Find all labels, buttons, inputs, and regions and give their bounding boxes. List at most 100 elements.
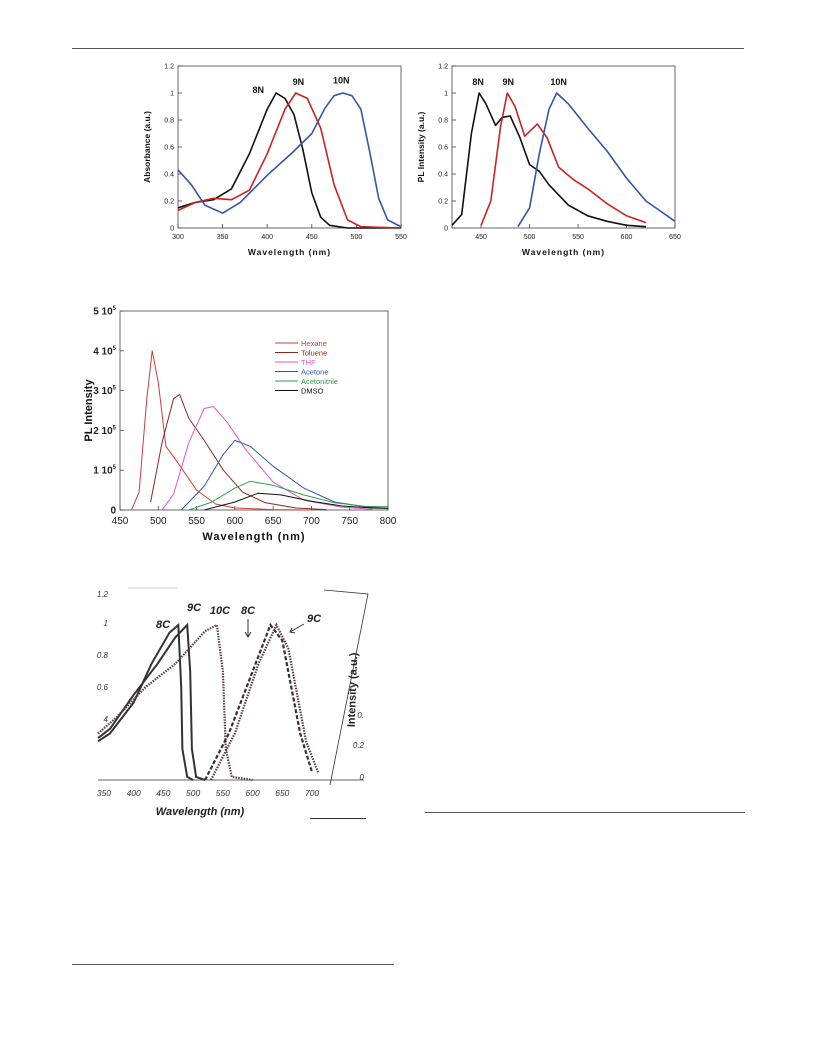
cropped-right-ytick-label: 0.2 [353, 741, 365, 750]
cropped-xtick-label: 650 [275, 788, 289, 798]
absorbance-xtick-label: 550 [395, 234, 407, 241]
pl-solvents-ytick-label: 5 105 [93, 306, 116, 318]
cropped-xtick-label: 700 [305, 788, 319, 798]
absorbance-plot-frame [178, 66, 401, 228]
pl-intensity-ytick-label: 1 [444, 90, 448, 97]
legend-label-thf: THF [301, 358, 316, 367]
pl-solvents-plot-frame [120, 311, 388, 510]
pl-intensity-xtick-label: 600 [621, 234, 633, 241]
pl-intensity-x-axis-label: Wavelength (nm) [522, 247, 605, 257]
legend-label-toluene: Toluene [301, 349, 327, 358]
pl-intensity-plot-frame [452, 66, 675, 228]
absorbance-annotation: 9N [293, 77, 305, 87]
pl-intensity-annotation: 9N [502, 77, 514, 87]
absorbance-xtick-label: 450 [306, 234, 318, 241]
cropped-ytick-label: 1.2 [97, 590, 109, 599]
arrow-8c [245, 619, 251, 637]
pl-intensity-annotation: 10N [550, 77, 567, 87]
pl-intensity-xtick-label: 500 [524, 234, 536, 241]
pl-intensity-ytick-label: 0.6 [438, 144, 448, 151]
absorbance-series-10n [178, 93, 401, 227]
absorbance-ytick-label: 0.6 [164, 144, 174, 151]
pl-intensity-series-10n [518, 93, 675, 227]
cropped-ytick-label: 4 [104, 715, 109, 724]
pl-solvents-chart: 450 500 550 600 650 700 750 800 0 1 105 2 105 3 105… [83, 306, 397, 543]
absorbance-xtick-label: 300 [172, 234, 184, 241]
cropped-xtick-label: 400 [127, 788, 141, 798]
pl-intensity-xtick-label: 550 [572, 234, 584, 241]
cropped-annotation: 8C [156, 619, 171, 631]
cropped-annotation: 10C [210, 605, 231, 617]
pl-solvents-xtick-label: 650 [265, 516, 282, 527]
cropped-series-8c-em [205, 625, 312, 780]
legend-label-hexane: Hexane [301, 339, 327, 348]
pl-intensity-annotation: 8N [472, 77, 484, 87]
pl-intensity-ytick-label: 0.2 [438, 198, 448, 205]
absorbance-ytick-label: 1 [170, 90, 174, 97]
cropped-x-axis-label: Wavelength (nm) [156, 806, 245, 818]
cropped-ytick-label: 1 [104, 619, 108, 628]
pl-solvents-ytick-label: 0 [110, 506, 116, 517]
absorbance-ytick-label: 0.2 [164, 198, 174, 205]
pl-intensity-ytick-label: 0.4 [438, 171, 448, 178]
pl-intensity-chart: 450 500 550 600 650 0 0.2 0.4 0.6 0.8 1 1.2 Waveleng… [416, 63, 681, 257]
cropped-ytick-label: 0.6 [97, 683, 109, 692]
legend-label-acetone: Acetone [301, 368, 329, 377]
cropped-xtick-label: 450 [156, 788, 170, 798]
pl-intensity-y-axis-label: PL Intensity (a.u.) [416, 111, 426, 182]
cropped-series-10c [98, 625, 253, 780]
cropped-annotation: 9C [187, 602, 202, 614]
cropped-right-ytick-label: 0 [360, 773, 365, 782]
absorbance-ytick-label: 0.4 [164, 171, 174, 178]
pl-intensity-xtick-label: 650 [669, 234, 681, 241]
legend-label-dmso: DMSO [301, 387, 324, 396]
pl-solvents-xtick-label: 500 [150, 516, 167, 527]
absorbance-xtick-label: 400 [261, 234, 273, 241]
cropped-xtick-label: 550 [216, 788, 230, 798]
pl-intensity-series-9n [481, 93, 646, 225]
pl-solvents-ytick-label: 2 105 [93, 425, 116, 437]
pl-solvents-xtick-label: 800 [380, 516, 397, 527]
cropped-xtick-label: 500 [186, 788, 200, 798]
cropped-xtick-label: 350 [97, 788, 111, 798]
cropped-annotation: 8C [241, 605, 256, 617]
cropped-series-8c [98, 625, 193, 780]
pl-solvents-xtick-label: 450 [112, 516, 129, 527]
pl-solvents-series-thf [162, 407, 373, 511]
absorbance-y-axis-label: Absorbance (a.u.) [142, 111, 152, 183]
arrow-9c [290, 624, 304, 633]
cropped-series-9c-em [211, 625, 318, 780]
cropped-spectra-chart: 1.2 1 0.8 0.6 4 0. 0.2 0 350 400 450 500 550 600 650 70… [97, 588, 368, 818]
pl-intensity-ytick-label: 0.8 [438, 117, 448, 124]
pl-solvents-ytick-label: 3 105 [93, 386, 116, 398]
absorbance-xtick-label: 500 [351, 234, 363, 241]
absorbance-annotation: 10N [333, 76, 350, 86]
pl-solvents-series-toluene [151, 395, 327, 510]
pl-solvents-x-axis-label: Wavelength (nm) [202, 531, 305, 543]
cropped-right-ytick-label: 0. [357, 711, 364, 720]
absorbance-annotation: 8N [253, 85, 265, 95]
cropped-ytick-label: 0.8 [97, 651, 109, 660]
legend-label-acetonitrile: Acetonitrile [301, 377, 338, 386]
pl-intensity-xtick-label: 450 [475, 234, 487, 241]
absorbance-ytick-label: 0.8 [164, 117, 174, 124]
pl-solvents-y-axis-label: PL Intensity [83, 379, 95, 442]
absorbance-x-axis-label: Wavelength (nm) [248, 247, 331, 257]
pl-solvents-xtick-label: 550 [188, 516, 205, 527]
absorbance-chart: 300 350 400 450 500 550 0 0.2 0.4 0.6 0.8 1 1.2 Wavel… [142, 63, 407, 257]
pl-solvents-series-hexane [132, 351, 312, 510]
pl-solvents-xtick-label: 750 [341, 516, 358, 527]
pl-intensity-ytick-label: 0 [444, 225, 448, 232]
cropped-xtick-label: 600 [246, 788, 260, 798]
absorbance-ytick-label: 0 [170, 225, 174, 232]
cropped-annotation: 9C [307, 613, 322, 625]
absorbance-ytick-label: 1.2 [164, 63, 174, 70]
pl-solvents-series-acetone [181, 440, 388, 510]
pl-solvents-xtick-label: 600 [227, 516, 244, 527]
pl-solvents-ytick-label: 1 105 [93, 465, 116, 477]
pl-intensity-ytick-label: 1.2 [438, 63, 448, 70]
absorbance-xtick-label: 350 [217, 234, 229, 241]
pl-solvents-ytick-label: 4 105 [93, 346, 116, 358]
pl-solvents-xtick-label: 700 [303, 516, 320, 527]
